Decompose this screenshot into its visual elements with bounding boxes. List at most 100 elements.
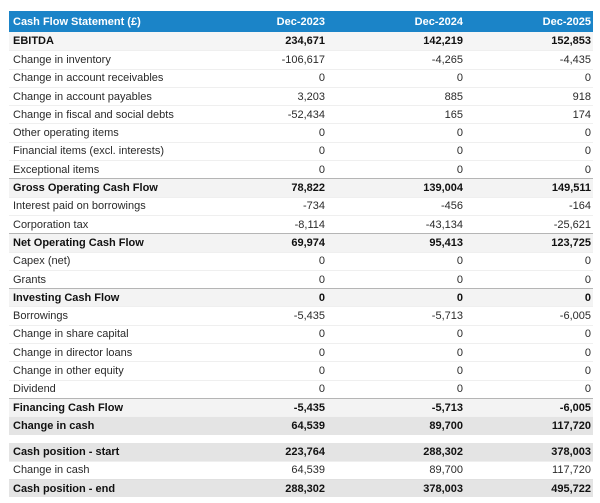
row-value: 0 bbox=[318, 163, 325, 176]
row-value: 0 bbox=[318, 346, 325, 359]
row-value: 223,764 bbox=[285, 445, 325, 458]
table-row: Change in cash 64,539 89,700 117,720 bbox=[9, 460, 593, 480]
row-value: -6,005 bbox=[559, 310, 591, 323]
table-row: Corporation tax -8,114 -43,134 -25,621 bbox=[9, 214, 593, 234]
row-value: -43,134 bbox=[425, 218, 463, 231]
row-value: 0 bbox=[456, 127, 463, 140]
row-value: 378,003 bbox=[551, 445, 591, 458]
row-value: 123,725 bbox=[551, 236, 591, 249]
table-row: Change in director loans 0 0 0 bbox=[9, 343, 593, 362]
row-value: 64,539 bbox=[291, 419, 325, 432]
row-value: 0 bbox=[584, 383, 591, 396]
row-label: Corporation tax bbox=[13, 218, 89, 231]
table-row: Change in fiscal and social debts -52,434… bbox=[9, 105, 593, 124]
row-value: 0 bbox=[318, 255, 325, 268]
row-value: -5,713 bbox=[431, 310, 463, 323]
row-value: 64,539 bbox=[291, 464, 325, 477]
row-value: 0 bbox=[456, 383, 463, 396]
row-value: -5,435 bbox=[293, 401, 325, 414]
row-value: -106,617 bbox=[281, 53, 325, 66]
row-value: -6,005 bbox=[559, 401, 591, 414]
row-value: 117,720 bbox=[551, 419, 591, 432]
table-title: Cash Flow Statement (£) bbox=[13, 15, 141, 28]
row-label: Financing Cash Flow bbox=[13, 401, 124, 414]
row-label: Change in director loans bbox=[13, 346, 133, 359]
row-value: 174 bbox=[572, 108, 591, 121]
row-label: Change in other equity bbox=[13, 364, 124, 377]
row-label: Net Operating Cash Flow bbox=[13, 236, 144, 249]
row-value: 0 bbox=[456, 255, 463, 268]
column-header-dec-2024: Dec-2024 bbox=[414, 15, 463, 28]
row-value: 0 bbox=[318, 291, 325, 304]
row-value: 3,203 bbox=[297, 90, 325, 103]
row-value: 0 bbox=[318, 273, 325, 286]
row-label: Financial items (excl. interests) bbox=[13, 145, 164, 158]
row-value: -25,621 bbox=[553, 218, 591, 231]
table-row: Cash position - start 223,764 288,302 378,0… bbox=[9, 442, 593, 461]
row-value: 165 bbox=[444, 108, 463, 121]
row-value: 288,302 bbox=[285, 482, 325, 495]
row-value: 0 bbox=[318, 72, 325, 85]
row-value: 0 bbox=[456, 273, 463, 286]
row-value: 0 bbox=[584, 364, 591, 377]
row-label: Change in cash bbox=[13, 419, 95, 432]
row-value: 0 bbox=[584, 145, 591, 158]
row-label: EBITDA bbox=[13, 35, 54, 48]
row-label: Gross Operating Cash Flow bbox=[13, 182, 158, 195]
row-value: 0 bbox=[584, 291, 591, 304]
row-value: 89,700 bbox=[429, 419, 463, 432]
row-value: 495,722 bbox=[551, 482, 591, 495]
table-row: Cash position - end 288,302 378,003 495,722 bbox=[9, 479, 593, 498]
table-row: Financing Cash Flow -5,435 -5,713 -6,005 bbox=[9, 397, 593, 417]
row-label: Cash position - end bbox=[13, 482, 116, 495]
row-label: Investing Cash Flow bbox=[13, 291, 120, 304]
section-spacer bbox=[9, 434, 593, 443]
row-label: Grants bbox=[13, 273, 47, 286]
row-value: 78,822 bbox=[291, 182, 325, 195]
row-value: -164 bbox=[568, 200, 591, 213]
table-row: Change in share capital 0 0 0 bbox=[9, 324, 593, 344]
row-value: 69,974 bbox=[291, 236, 325, 249]
row-label: Borrowings bbox=[13, 310, 69, 323]
row-label: Change in account receivables bbox=[13, 72, 164, 85]
row-value: 918 bbox=[572, 90, 591, 103]
table-row: Financial items (excl. interests) 0 0 0 bbox=[9, 141, 593, 161]
table-row: Grants 0 0 0 bbox=[9, 269, 593, 289]
row-value: 0 bbox=[584, 346, 591, 359]
table-row: Change in account receivables 0 0 0 bbox=[9, 68, 593, 87]
row-value: 0 bbox=[584, 127, 591, 140]
row-value: -5,435 bbox=[293, 310, 325, 323]
row-label: Change in fiscal and social debts bbox=[13, 108, 174, 121]
row-value: -456 bbox=[440, 200, 463, 213]
row-value: 149,511 bbox=[551, 182, 591, 195]
row-label: Capex (net) bbox=[13, 255, 71, 268]
table-row: Borrowings -5,435 -5,713 -6,005 bbox=[9, 306, 593, 325]
row-value: 0 bbox=[456, 145, 463, 158]
row-value: 117,720 bbox=[552, 464, 591, 477]
row-value: 0 bbox=[456, 346, 463, 359]
row-value: -734 bbox=[302, 200, 325, 213]
row-value: 139,004 bbox=[423, 182, 463, 195]
row-label: Change in account payables bbox=[13, 90, 152, 103]
row-label: Interest paid on borrowings bbox=[13, 200, 146, 213]
row-value: 0 bbox=[318, 364, 325, 377]
row-value: 152,853 bbox=[551, 35, 591, 48]
row-label: Cash position - start bbox=[13, 445, 120, 458]
table-row: EBITDA 234,671 142,219 152,853 bbox=[9, 32, 593, 51]
row-value: 0 bbox=[318, 383, 325, 396]
row-value: -52,434 bbox=[287, 108, 325, 121]
table-row: Gross Operating Cash Flow 78,822 139,004 14… bbox=[9, 178, 593, 197]
table-row: Capex (net) 0 0 0 bbox=[9, 251, 593, 270]
row-value: 0 bbox=[584, 273, 591, 286]
row-label: Exceptional items bbox=[13, 163, 100, 176]
table-header-row: Cash Flow Statement (£) Dec-2023 Dec-202… bbox=[9, 11, 593, 32]
row-label: Change in share capital bbox=[13, 328, 129, 341]
row-value: 0 bbox=[584, 163, 591, 176]
table-row: Change in inventory -106,617 -4,265 -4,435 bbox=[9, 50, 593, 69]
row-value: 0 bbox=[456, 163, 463, 176]
row-value: 0 bbox=[584, 255, 591, 268]
table-row: Other operating items 0 0 0 bbox=[9, 123, 593, 142]
table-row: Change in other equity 0 0 0 bbox=[9, 361, 593, 380]
row-value: 89,700 bbox=[429, 464, 463, 477]
